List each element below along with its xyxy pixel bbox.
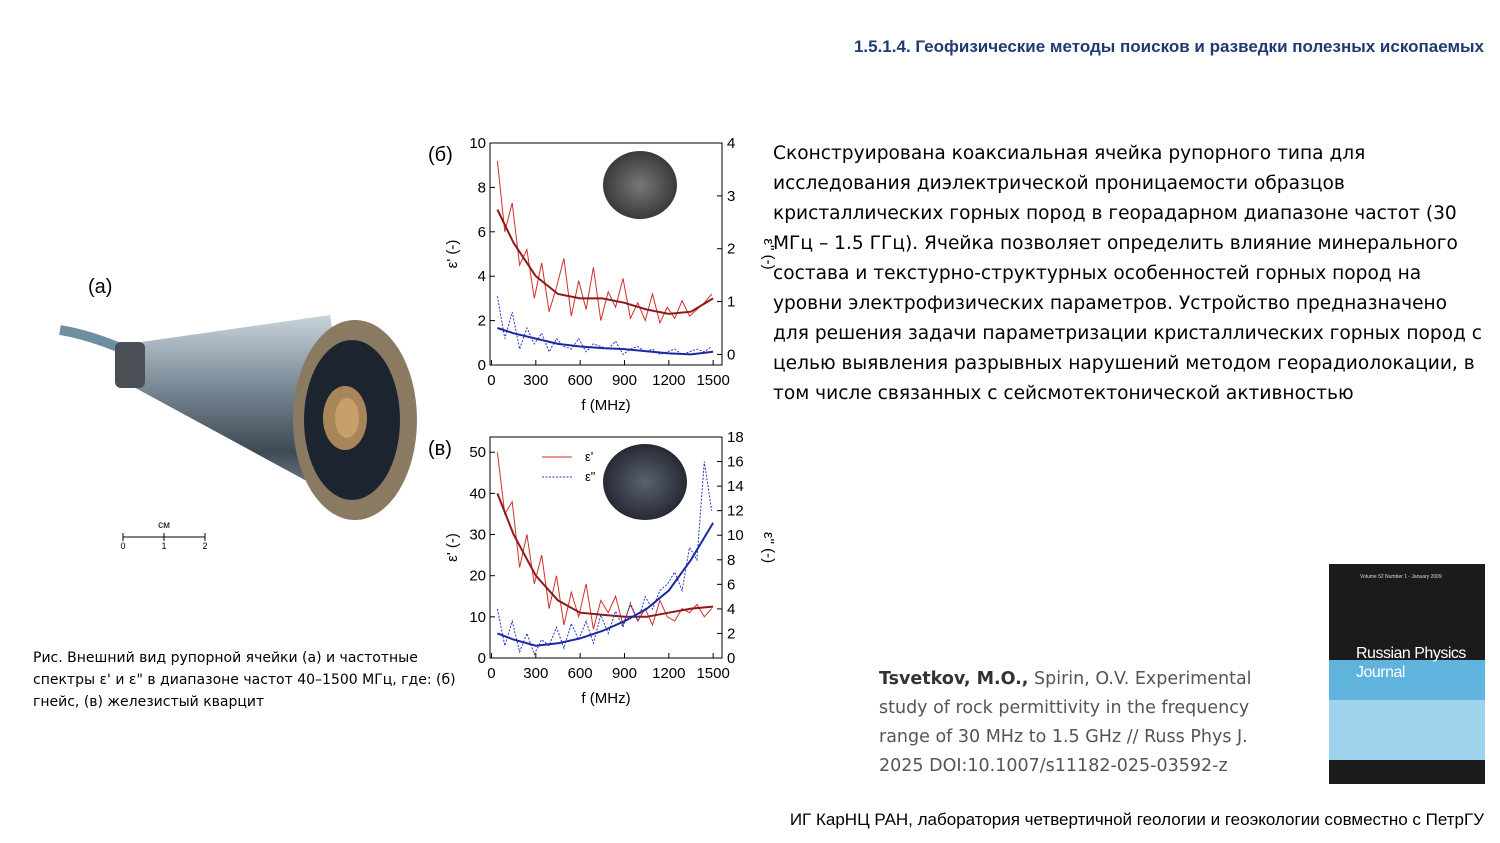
series-line xyxy=(497,327,714,356)
x-tick-label: 1200 xyxy=(652,372,685,389)
series-line xyxy=(496,296,712,356)
y2-tick-label: 0 xyxy=(727,650,735,667)
y-tick-label: 30 xyxy=(469,527,486,544)
y2-tick-label: 6 xyxy=(727,576,735,593)
scale-unit: см xyxy=(158,520,170,531)
y-tick-label: 50 xyxy=(469,444,486,461)
x-tick-label: 300 xyxy=(523,372,548,389)
y2-axis-label: ε" (-) xyxy=(760,238,777,269)
y2-tick-label: 18 xyxy=(727,429,744,446)
x-tick-label: 900 xyxy=(612,665,637,682)
y2-tick-label: 16 xyxy=(727,454,744,471)
series-line xyxy=(496,461,713,656)
y-axis-label: ε' (-) xyxy=(444,533,461,562)
description: Сконструирована коаксиальная ячейка рупо… xyxy=(773,143,1483,404)
scale-label: 0 xyxy=(120,541,125,551)
center-tip xyxy=(335,398,359,438)
y2-tick-label: 4 xyxy=(727,135,735,152)
y2-tick-label: 2 xyxy=(727,241,735,258)
slide-title: 1.5.1.4. Геофизические методы поисков и … xyxy=(853,37,1484,56)
y2-tick-label: 14 xyxy=(727,478,744,495)
cover-issue: Volume 52 Number 1 - January 2009 xyxy=(1360,574,1442,580)
footer: ИГ КарНЦ РАН, лаборатория четвертичной г… xyxy=(789,810,1484,829)
panel-label: (а) xyxy=(88,276,112,298)
y-tick-label: 0 xyxy=(478,357,486,374)
legend-label: ε' xyxy=(585,449,593,464)
cover-band-light xyxy=(1329,700,1485,760)
connector xyxy=(115,342,145,388)
y-axis-label: ε' (-) xyxy=(444,240,461,269)
series-line xyxy=(496,452,713,630)
reference: Tsvetkov, M.O., Spirin, O.V. Experimenta… xyxy=(879,665,1289,781)
x-tick-label: 600 xyxy=(568,665,593,682)
y-tick-label: 20 xyxy=(469,568,486,585)
plot-frame xyxy=(489,142,723,366)
y2-tick-label: 2 xyxy=(727,625,735,642)
legend-label: ε" xyxy=(585,469,596,484)
x-tick-label: 300 xyxy=(523,665,548,682)
y2-tick-label: 8 xyxy=(727,552,735,569)
scale-label: 1 xyxy=(161,541,166,551)
series-line xyxy=(496,209,714,315)
x-tick-label: 1200 xyxy=(652,665,685,682)
y2-tick-label: 3 xyxy=(727,188,735,205)
horn-cell-photo: (а) см 0 1 2 xyxy=(59,276,417,551)
sample-photo xyxy=(603,151,677,219)
x-tick-label: 1500 xyxy=(696,665,729,682)
x-tick-label: 0 xyxy=(487,372,495,389)
series-line xyxy=(496,160,713,325)
y2-tick-label: 10 xyxy=(727,527,744,544)
x-axis-label: f (MHz) xyxy=(581,397,630,414)
lead-author: Tsvetkov, M.O., xyxy=(879,669,1029,689)
sample-photo xyxy=(603,444,687,520)
y-tick-label: 6 xyxy=(478,224,486,241)
y2-axis-label: ε" (-) xyxy=(760,532,777,563)
y-tick-label: 40 xyxy=(469,485,486,502)
cover-title: Russian Physics Journal xyxy=(1356,645,1466,681)
x-tick-label: 1500 xyxy=(696,372,729,389)
y2-tick-label: 12 xyxy=(727,503,744,520)
series-line xyxy=(496,493,714,618)
x-axis-label: f (MHz) xyxy=(581,690,630,707)
figure-caption: Рис. Внешний вид рупорной ячейки (а) и ч… xyxy=(33,650,456,710)
series-line xyxy=(497,522,714,647)
y-tick-label: 0 xyxy=(478,650,486,667)
y-tick-label: 8 xyxy=(478,179,486,196)
y-tick-label: 2 xyxy=(478,313,486,330)
x-tick-label: 600 xyxy=(568,372,593,389)
y2-tick-label: 0 xyxy=(727,346,735,363)
y2-tick-label: 1 xyxy=(727,294,735,311)
panel-label: (б) xyxy=(428,144,453,166)
y-tick-label: 4 xyxy=(478,268,486,285)
y-tick-label: 10 xyxy=(469,609,486,626)
scale-label: 2 xyxy=(202,541,207,551)
journal-cover: Volume 52 Number 1 - January 2009 Russia… xyxy=(1329,564,1485,784)
reference-text: Spirin, O.V. Experimental study of rock … xyxy=(879,669,1252,776)
y2-tick-label: 4 xyxy=(727,601,735,618)
x-tick-label: 900 xyxy=(612,372,637,389)
plot-frame xyxy=(489,436,723,659)
y-tick-label: 10 xyxy=(469,135,486,152)
panel-label: (в) xyxy=(428,438,452,460)
x-tick-label: 0 xyxy=(487,665,495,682)
